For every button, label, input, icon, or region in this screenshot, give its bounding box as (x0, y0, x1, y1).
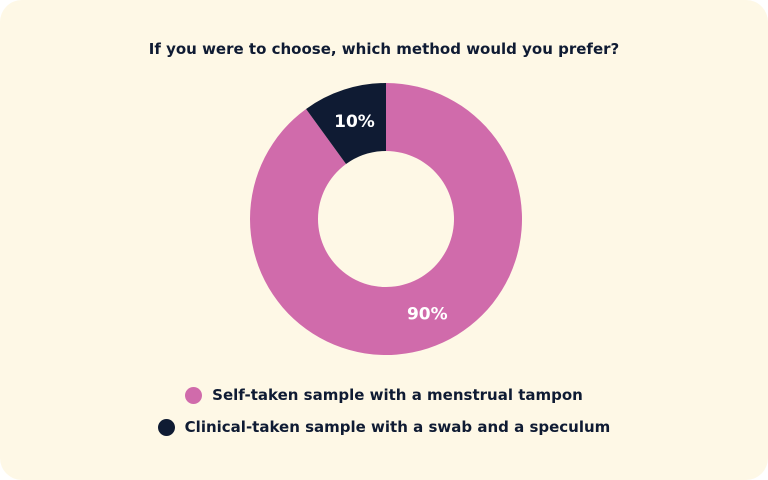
legend-swatch-clinical-taken (157, 418, 175, 436)
chart-title: If you were to choose, which method woul… (148, 40, 620, 58)
donut-slice-self-taken (249, 83, 522, 355)
legend-swatch-self-taken (185, 386, 203, 404)
donut-label-self-taken: 90% (407, 304, 448, 324)
legend-item-clinical-taken: Clinical-taken sample with a swab and a … (0, 418, 768, 444)
legend-label-self-taken: Self-taken sample with a menstrual tampo… (212, 386, 583, 404)
legend-item-self-taken: Self-taken sample with a menstrual tampo… (0, 386, 768, 412)
donut-label-clinical-taken: 10% (334, 112, 375, 132)
legend-label-clinical-taken: Clinical-taken sample with a swab and a … (184, 418, 611, 436)
donut-slice-clinical-taken (306, 83, 386, 164)
